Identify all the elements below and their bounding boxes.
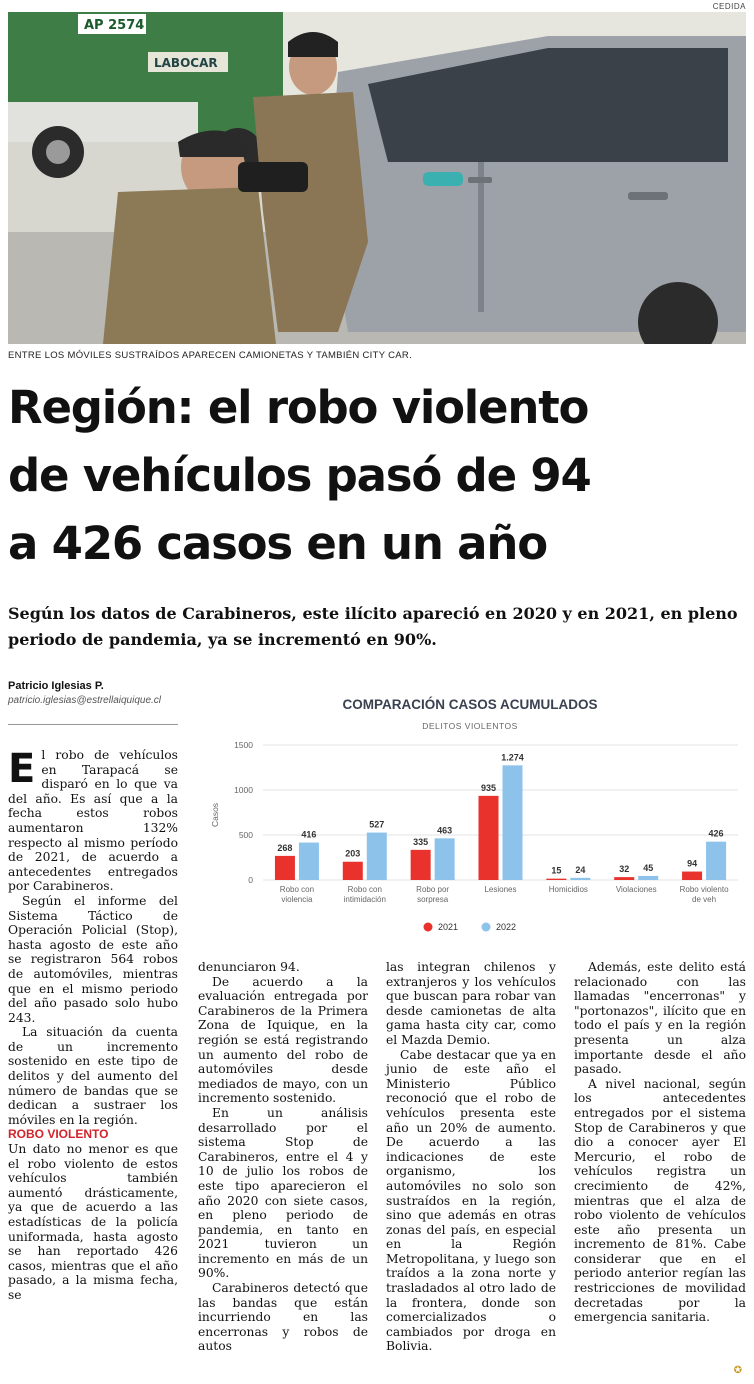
legend-label: 2022 [496, 922, 516, 932]
y-tick-label: 500 [239, 830, 253, 840]
data-label: 527 [369, 820, 384, 830]
category-label: Robo con [280, 885, 314, 894]
chart-svg: COMPARACIÓN CASOS ACUMULADOS DELITOS VIO… [210, 697, 738, 932]
section-kicker: ROBO VIOLENTO [8, 1127, 109, 1142]
paragraph: Además, este delito está relacionado con… [574, 960, 746, 1077]
bar-2021 [682, 871, 703, 880]
y-tick-label: 1500 [234, 740, 253, 750]
data-label: 24 [575, 865, 585, 875]
data-label: 463 [437, 825, 452, 835]
bar-2022 [570, 877, 591, 880]
paragraph: La situación da cuenta de un incremento … [8, 1025, 178, 1127]
category-label: Homicidios [549, 885, 588, 894]
category-label: sorpresa [417, 895, 449, 904]
headline: Región: el robo violento de vehículos pa… [8, 374, 748, 578]
bar-2021 [274, 855, 295, 880]
paragraph: Carabineros detectó que las bandas que e… [198, 1281, 368, 1354]
truck-label: LABOCAR [154, 56, 218, 70]
subheadline: Según los datos de Carabineros, este ilí… [8, 604, 738, 649]
paragraph: Un dato no menor es que el robo violento… [8, 1142, 178, 1302]
chart-subtitle: DELITOS VIOLENTOS [422, 721, 518, 731]
bar-chart: COMPARACIÓN CASOS ACUMULADOS DELITOS VIO… [198, 688, 748, 940]
paragraph: denunciaron 94. [198, 960, 300, 974]
chart-title: COMPARACIÓN CASOS ACUMULADOS [343, 697, 598, 712]
end-mark-icon: ✪ [733, 1365, 742, 1376]
bar-2021 [342, 861, 363, 880]
data-label: 45 [643, 863, 653, 873]
truck-plate: AP 2574 [84, 18, 144, 33]
photo-illustration: AP 2574 LABOCAR [8, 12, 746, 344]
chart-ylabel: Casos [210, 803, 220, 827]
article-column-3: las integran chilenos y extranjeros y lo… [386, 960, 556, 1354]
byline-email[interactable]: patricio.iglesias@estrellaiquique.cl [8, 695, 162, 706]
officer-kneeling [103, 187, 276, 344]
data-label: 426 [709, 829, 724, 839]
bar-2022 [298, 842, 319, 880]
data-label: 32 [619, 864, 629, 874]
y-tick-label: 0 [248, 875, 253, 885]
photo-credit: CEDIDA [712, 2, 746, 11]
data-label: 203 [345, 849, 360, 859]
paragraph: Cabe destacar que ya en junio de este añ… [386, 1047, 556, 1354]
y-tick-label: 1000 [234, 785, 253, 795]
headline-line: a 426 casos en un año [8, 517, 548, 570]
data-label: 935 [481, 783, 496, 793]
bar-2022 [366, 832, 387, 880]
category-label: Lesiones [484, 885, 516, 894]
bar-2021 [410, 849, 431, 880]
bar-2022 [502, 765, 523, 880]
bar-2022 [706, 841, 727, 880]
paragraph: las integran chilenos y extranjeros y lo… [386, 960, 556, 1047]
bar-2021 [614, 877, 635, 880]
data-label: 416 [301, 830, 316, 840]
category-label: Robo violento [680, 885, 729, 894]
legend-label: 2021 [438, 922, 458, 932]
article-column-4: Además, este delito está relacionado con… [574, 960, 746, 1325]
category-label: Robo con [348, 885, 382, 894]
category-label: de veh [692, 895, 716, 904]
paragraph: Según el informe del Sistema Táctico de … [8, 893, 178, 1025]
byline-author: Patricio Iglesias P. [8, 680, 104, 692]
category-label: Violaciones [616, 885, 657, 894]
headline-line: de vehículos pasó de 94 [8, 449, 592, 502]
officer-standing [253, 92, 368, 332]
data-label: 1.274 [501, 752, 524, 762]
category-label: intimidación [344, 895, 386, 904]
news-photo: AP 2574 LABOCAR [8, 12, 746, 344]
article-column-2: denunciaron 94. De acuerdo a la evaluaci… [198, 960, 368, 1354]
data-label: 15 [551, 866, 561, 876]
bar-2021 [478, 795, 499, 880]
category-label: Robo por [416, 885, 449, 894]
legend-swatch [423, 922, 433, 932]
bar-2022 [434, 838, 455, 880]
paragraph: En un análisis desarrollado por el siste… [198, 1105, 368, 1281]
data-label: 94 [687, 859, 697, 869]
dropcap: E [8, 746, 36, 792]
paragraph: De acuerdo a la evaluación entregada por… [198, 974, 368, 1106]
legend-swatch [481, 922, 491, 932]
paragraph: A nivel nacional, según los antecedentes… [574, 1076, 746, 1325]
bar-2022 [638, 875, 659, 880]
photo-caption: ENTRE LOS MÓVILES SUSTRAÍDOS APARECEN CA… [8, 350, 413, 361]
category-label: violencia [281, 895, 313, 904]
headline-line: Región: el robo violento [8, 381, 589, 434]
paragraph-text: l robo de vehículos en Tarapacá se dispa… [8, 748, 178, 894]
data-label: 335 [413, 837, 428, 847]
byline-divider [8, 724, 178, 725]
bar-2021 [546, 878, 567, 880]
data-label: 268 [277, 843, 292, 853]
